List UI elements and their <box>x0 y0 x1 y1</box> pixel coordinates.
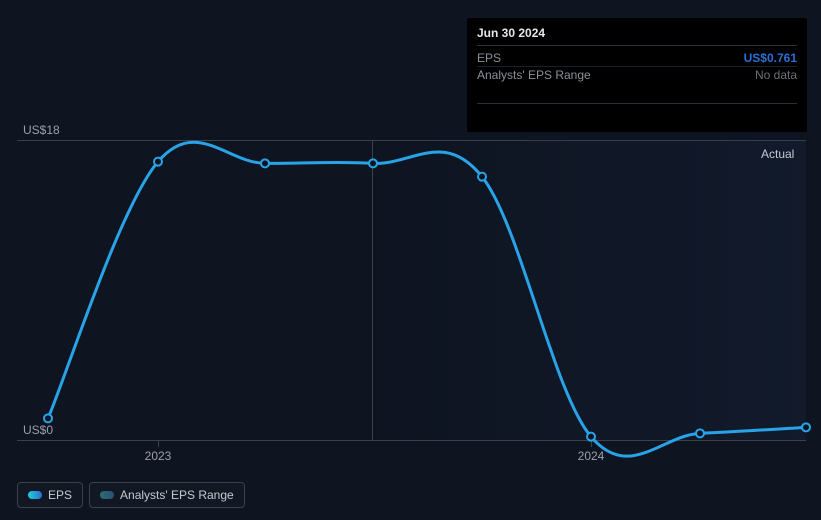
eps-chart <box>0 0 821 520</box>
legend-label: Analysts' EPS Range <box>120 488 234 502</box>
eps-point <box>587 433 595 441</box>
eps-line <box>48 142 806 456</box>
eps-point <box>369 159 377 167</box>
eps-point <box>154 158 162 166</box>
eps-point <box>696 429 704 437</box>
eps-point <box>802 423 810 431</box>
eps-point <box>478 173 486 181</box>
legend-item[interactable]: EPS <box>17 482 83 508</box>
legend-item[interactable]: Analysts' EPS Range <box>89 482 245 508</box>
legend-swatch <box>28 491 42 499</box>
eps-point <box>44 414 52 422</box>
legend-swatch <box>100 491 114 499</box>
legend-label: EPS <box>48 488 72 502</box>
eps-point <box>261 159 269 167</box>
legend: EPS Analysts' EPS Range <box>17 482 245 508</box>
